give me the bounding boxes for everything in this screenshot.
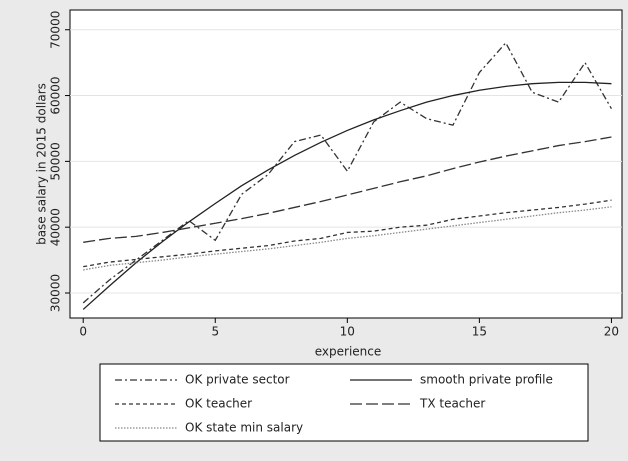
y-tick-label: 50000 [49,142,63,180]
y-tick-label: 40000 [49,208,63,246]
y-tick-label: 30000 [49,274,63,312]
y-tick-label: 60000 [49,76,63,114]
legend-label: OK private sector [185,373,290,387]
legend-label: smooth private profile [420,373,553,387]
legend [99,363,589,442]
x-tick-label: 5 [211,325,219,339]
x-tick-label: 0 [79,325,87,339]
series-line [82,81,612,310]
series-line [83,136,612,243]
plot-area [69,9,623,319]
series-line [83,199,612,268]
x-tick-label: 20 [604,325,619,339]
x-tick-label: 10 [340,325,355,339]
y-tick-label: 70000 [49,11,63,49]
legend-label: OK teacher [185,397,252,411]
y-axis-label: base salary in 2015 dollars [35,83,49,245]
series-line [82,41,612,304]
legend-label: TX teacher [419,397,485,411]
x-axis-label: experience [315,345,382,359]
legend-label: OK state min salary [185,421,303,435]
x-tick-label: 15 [472,325,487,339]
